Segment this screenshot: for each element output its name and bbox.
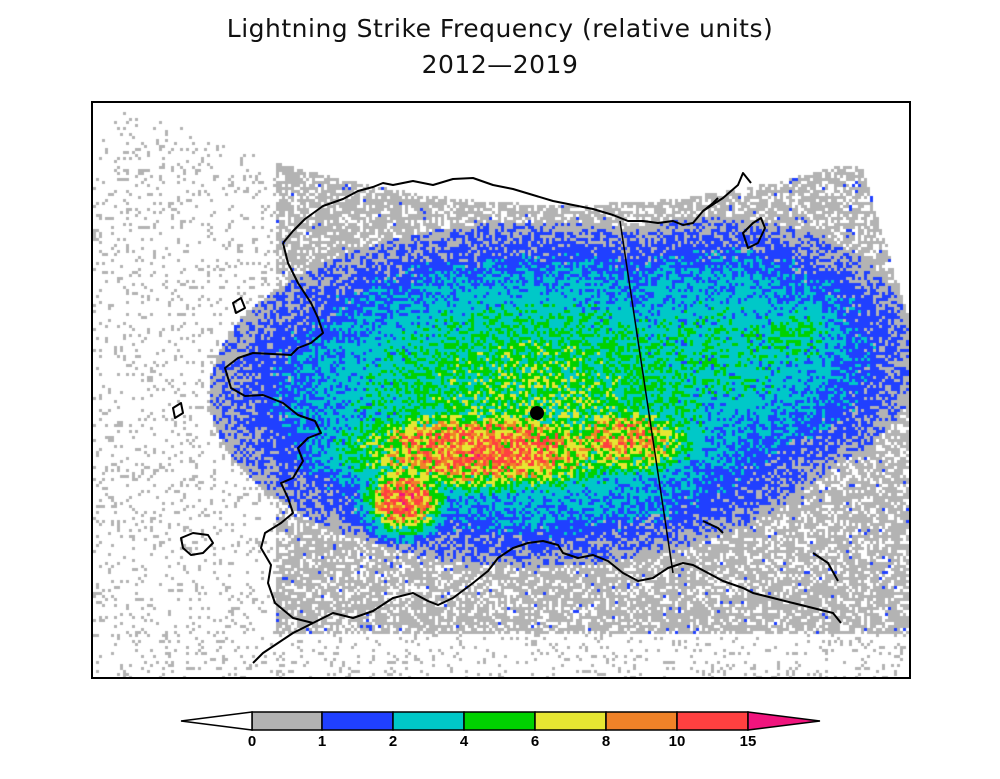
coastline	[172, 172, 842, 664]
colorbar-bin	[463, 711, 536, 731]
colorbar-bin	[251, 711, 323, 731]
colorbar-under-triangle	[180, 711, 253, 731]
colorbar-tick-label: 4	[459, 733, 469, 750]
colorbar-over-triangle	[747, 711, 821, 731]
coastline-overlay	[172, 172, 842, 664]
colorbar-tick-label: 2	[388, 733, 398, 750]
colorbar-tick-label: 1	[317, 733, 327, 750]
colorbar-tick-label: 0	[247, 733, 257, 750]
location-marker	[530, 406, 544, 420]
lightning-heatmap	[93, 103, 909, 677]
colorbar-tick-label: 6	[530, 733, 540, 750]
colorbar-bin	[321, 711, 394, 731]
map-frame	[91, 101, 911, 679]
colorbar-bin	[676, 711, 749, 731]
colorbar-tick-label: 15	[739, 733, 757, 750]
colorbar-tick-label: 10	[668, 733, 686, 750]
chart-title: Lightning Strike Frequency (relative uni…	[226, 14, 774, 43]
colorbar-bin	[392, 711, 465, 731]
colorbar-bin	[534, 711, 607, 731]
chart-subtitle: 2012—2019	[421, 50, 579, 79]
colorbar-bin	[605, 711, 678, 731]
border-line	[619, 220, 674, 574]
colorbar	[180, 711, 821, 731]
colorbar-tick-label: 8	[601, 733, 611, 750]
